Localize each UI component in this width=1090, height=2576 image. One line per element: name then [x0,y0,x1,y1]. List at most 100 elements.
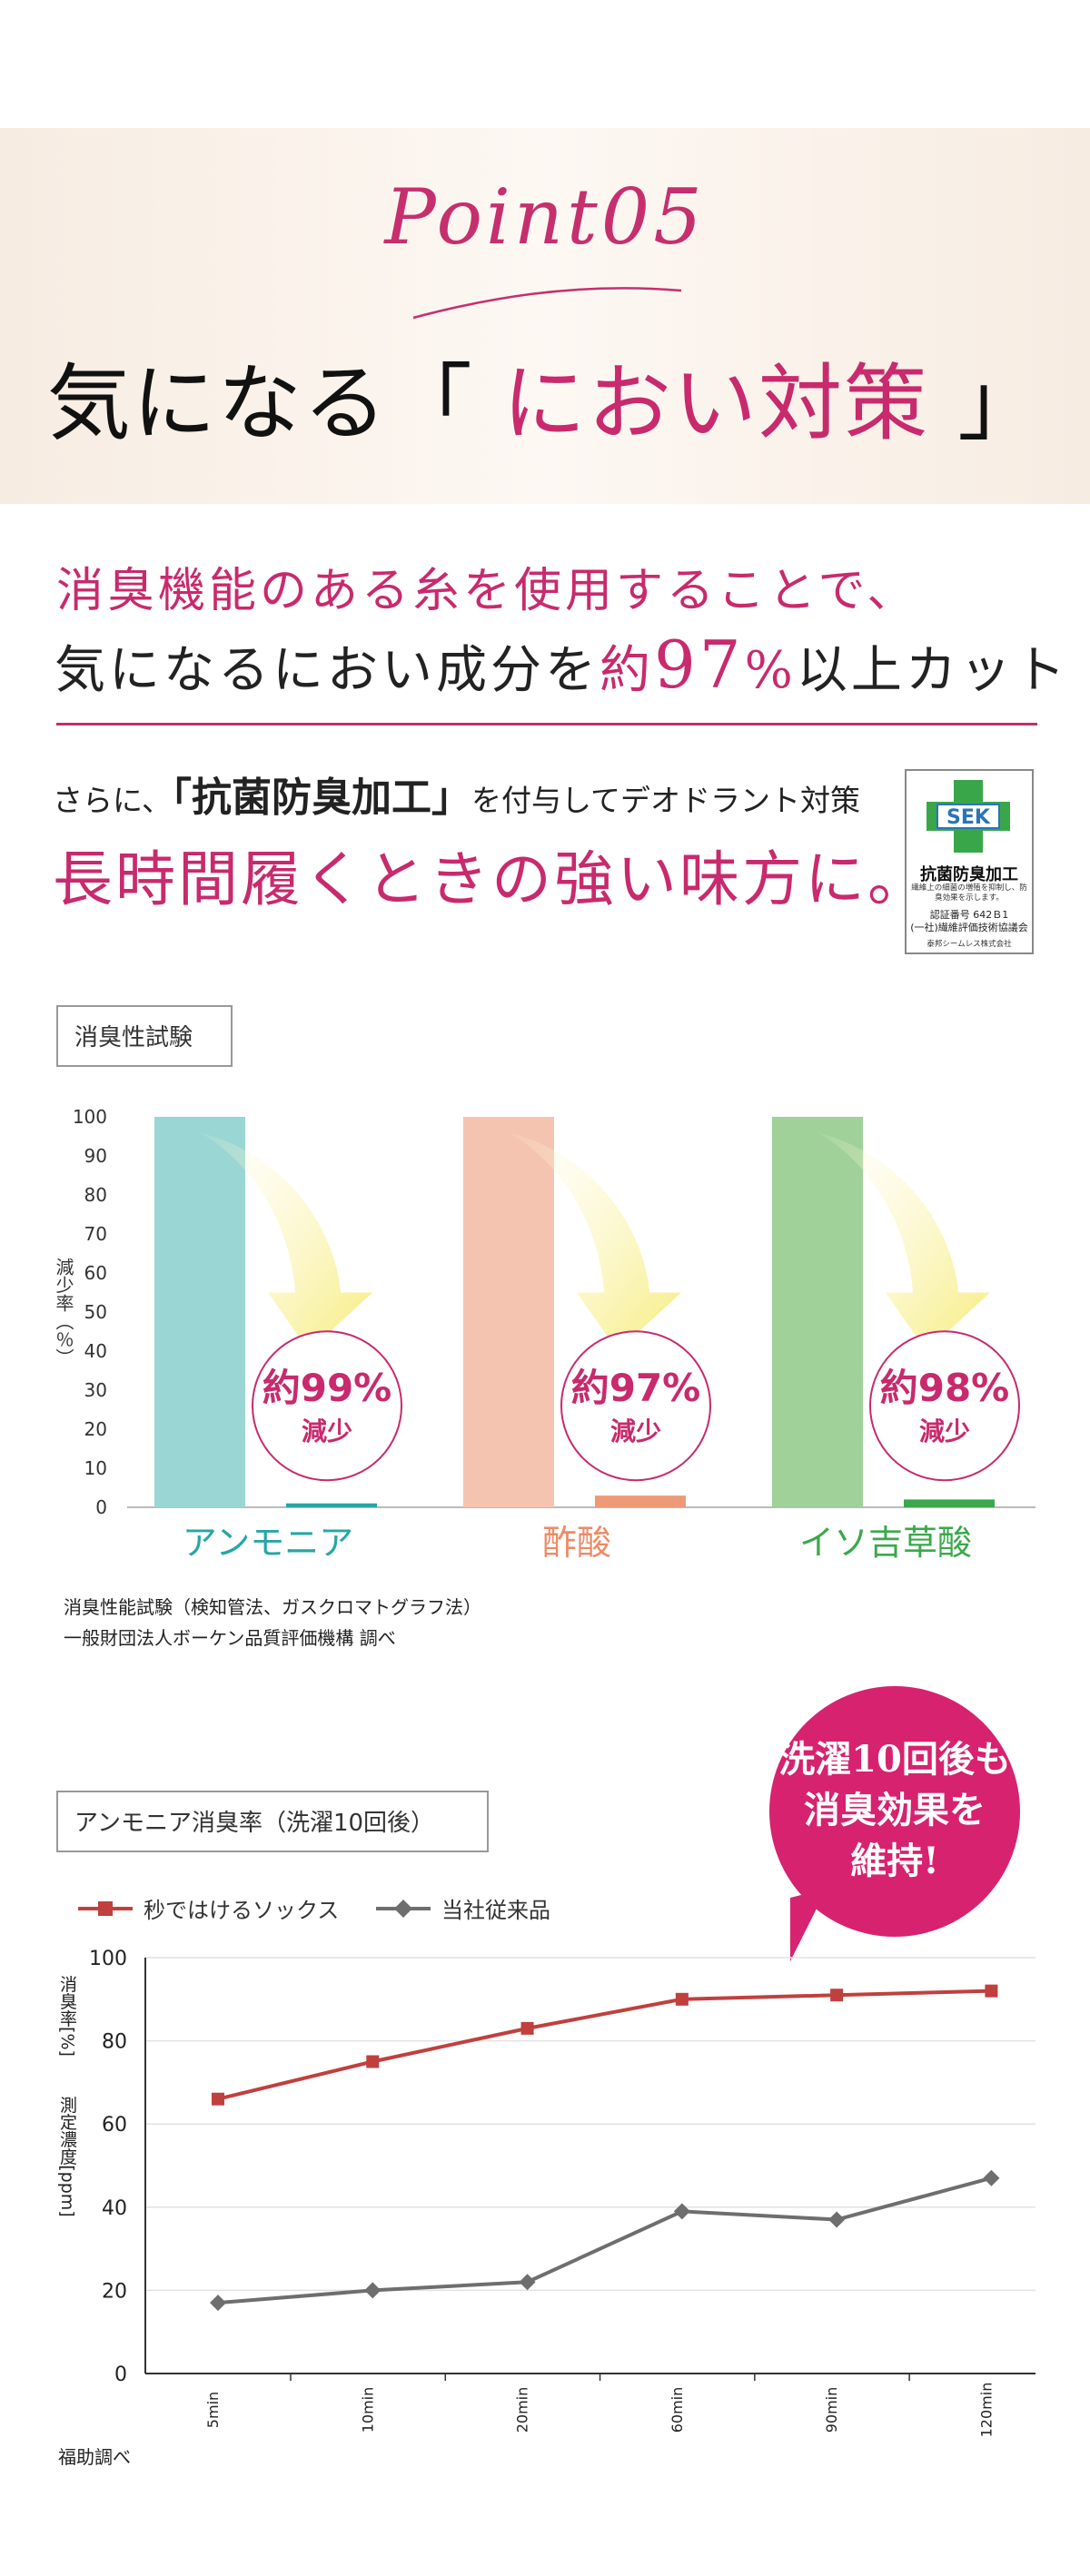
y-tick-label: 80 [102,2031,127,2054]
y-tick-label: 30 [84,1379,107,1401]
source-note: 福助調べ [58,2446,131,2468]
series-line [217,2176,992,2305]
test-method-note: 消臭性能試験（検知管法、ガスクロマトグラフ法） [64,1596,481,1618]
x-tick-label: 10min [359,2387,376,2433]
decorative-swash [412,287,682,320]
y-axis-label: 消臭率[%] [57,1975,77,2057]
x-tick-label: 20min [514,2387,531,2433]
series-line [217,1989,992,2101]
title-highlight: におい対策 [473,355,958,452]
line-chart: 0 20 40 60 80 100 消臭率[%] 測定濃度[ppm] 5min 10min 20mi… [57,1948,1036,2438]
y-tick-label: 10 [84,1457,107,1479]
data-point-diamond [673,2203,690,2220]
sub-line-1: さらに、「抗菌防臭加工」を付与してデオドラント対策 [53,765,860,823]
divider [56,723,1037,725]
y-tick-label: 100 [89,1948,127,1970]
y-axis-label: 減少率（％） [53,1258,74,1367]
lead-line-2: 気になるにおい成分を約97%以上カット [54,627,1069,703]
legend-marker-diamond-icon [376,1899,431,1918]
data-point-square [830,1989,844,2002]
y-tick-label: 50 [84,1301,107,1323]
sek-cross-icon: SEK [926,780,1010,853]
x-category-label: アンモニア [183,1523,353,1563]
callout-bubble [769,1686,1020,1961]
lead-line-2-number: 97 [654,627,745,703]
bar-after [595,1495,686,1507]
title-suffix: 」 [957,355,1044,452]
point-number: Point05 [384,173,706,262]
reduction-badge [869,1330,1020,1482]
x-tick-label: 120min [977,2383,995,2438]
sub-line-1-b: 「抗菌防臭加工」 [172,775,472,821]
title-prefix: 気になる「 [46,355,474,452]
y-tick-label: 90 [84,1145,107,1167]
reduction-badge [560,1330,711,1482]
x-tick-label: 60min [669,2387,686,2433]
x-tick-label: 5min [204,2392,222,2428]
data-point-diamond [983,2169,1000,2186]
reduction-value: 約97% [571,1366,701,1410]
callout-text: 洗濯10回後も 消臭効果を 維持! [754,1734,1036,1887]
lead-line-2-b: 約 [600,641,654,700]
lead-line-2-percent: % [744,641,797,700]
reduction-word: 減少 [919,1416,970,1446]
lead-line-2-a: 気になるにおい成分を [54,641,600,700]
test-source-note: 一般財団法人ボーケン品質評価機構 調べ [64,1627,396,1649]
data-point-square [212,2092,224,2106]
y-axis-label-secondary: 測定濃度[ppm] [57,2096,77,2217]
page-title: 気になる「 におい対策 」 [0,336,1090,457]
y-tick-label: 20 [84,1418,107,1440]
legend-marker-square-icon [78,1900,133,1916]
lead-line-2-c: 以上カット [796,641,1069,700]
y-tick-label: 70 [84,1223,107,1245]
bar-before [154,1117,245,1507]
y-tick-label: 60 [84,1262,107,1284]
callout-line-1: 洗濯10回後も [778,1738,1011,1781]
y-tick-label: 0 [114,2364,127,2386]
data-point-diamond [364,2282,382,2299]
y-tick-label: 40 [102,2197,127,2220]
legend-item-series-1: 秒ではけるソックス [76,1892,339,1924]
data-point-diamond [828,2211,846,2228]
data-point-square [985,1984,998,1998]
sek-certification-mark: SEK 抗菌防臭加工 繊維上の細菌の増殖を抑制し、防臭効果を示します。 認証番号… [905,769,1034,954]
sek-cert: 認証番号 642Ｂ1 [929,909,1009,921]
bar-before [463,1117,554,1507]
y-tick-label: 0 [95,1496,107,1518]
reduction-arrow-icon [200,1132,372,1351]
bar-chart-label: 消臭性試験 [56,1005,233,1067]
legend-item-series-2: 当社従来品 [374,1892,550,1924]
y-tick-label: 20 [102,2280,127,2303]
y-tick-label: 40 [84,1340,107,1362]
data-point-diamond [210,2295,226,2312]
x-category-label: 酢酸 [542,1523,611,1563]
reduction-arrow-icon [509,1132,681,1351]
bar-before [772,1117,863,1507]
y-tick-label: 100 [73,1106,107,1128]
data-point-square [520,2021,534,2035]
y-tick-label: 80 [84,1184,107,1206]
sub-line-1-a: さらに、 [53,783,173,818]
callout-line-3: 維持! [850,1840,939,1882]
reduction-value: 約98% [880,1366,1010,1410]
lead-line-1: 消臭機能のある糸を使用することで、 [56,564,918,618]
bar-after [904,1499,995,1507]
x-tick-label: 90min [823,2387,840,2433]
line-chart-label: アンモニア消臭率（洗濯10回後） [56,1791,489,1852]
svg-text:SEK: SEK [946,806,991,829]
sek-org: (一社)繊維評価技術協議会 [910,922,1028,933]
x-category-label: イソ吉草酸 [799,1523,972,1563]
hero-band [0,128,1090,504]
sek-title: 抗菌防臭加工 [920,865,1018,884]
reduction-word: 減少 [610,1416,661,1446]
y-tick-label: 60 [102,2114,127,2137]
legend-label-series-1: 秒ではけるソックス [144,1898,340,1923]
sek-description: 繊維上の細菌の増殖を抑制し、防臭効果を示します。 [911,883,1027,903]
legend-label-series-2: 当社従来品 [441,1898,550,1923]
data-point-square [675,1992,689,2006]
bar-after [286,1503,377,1507]
reduction-badge [252,1330,402,1482]
data-point-square [366,2055,380,2068]
reduction-arrow-icon [818,1132,990,1351]
